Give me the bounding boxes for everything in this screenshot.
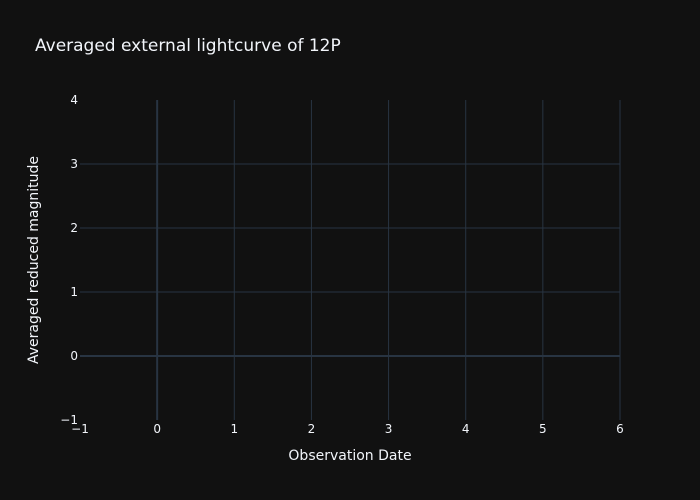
y-tick-label: −1 <box>60 413 78 427</box>
x-tick-label: −1 <box>71 422 89 436</box>
y-tick-label: 3 <box>70 157 78 171</box>
x-tick-label: 2 <box>308 422 316 436</box>
y-tick-label: 1 <box>70 285 78 299</box>
chart-title: Averaged external lightcurve of 12P <box>35 36 341 56</box>
y-tick-label: 4 <box>70 93 78 107</box>
x-tick-label: 1 <box>230 422 238 436</box>
y-tick-label: 2 <box>70 221 78 235</box>
plot-area: −1 0 1 2 3 4 5 6 −1 0 1 2 3 4 <box>60 93 624 436</box>
y-axis-title: Averaged reduced magnitude <box>26 156 42 364</box>
x-tick-label: 3 <box>385 422 393 436</box>
x-tick-label: 6 <box>616 422 624 436</box>
x-tick-label: 4 <box>462 422 470 436</box>
y-tick-label: 0 <box>70 349 78 363</box>
x-axis-title: Observation Date <box>288 448 411 464</box>
x-tick-label: 0 <box>153 422 161 436</box>
x-tick-label: 5 <box>539 422 547 436</box>
